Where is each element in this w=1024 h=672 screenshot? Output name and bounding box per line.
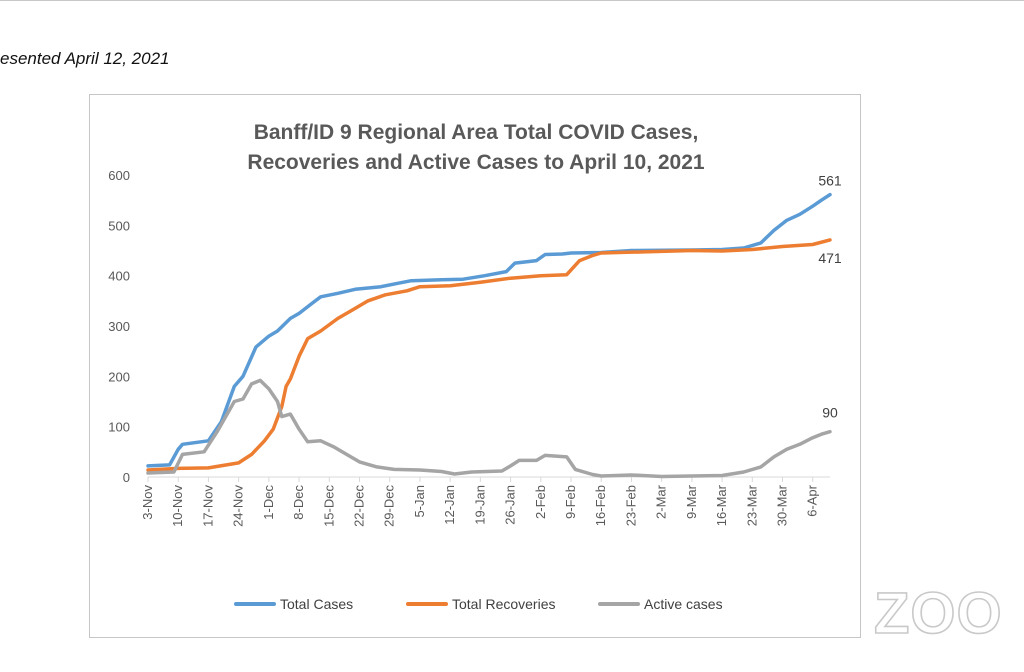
x-tick-label: 8-Dec bbox=[291, 485, 306, 520]
x-tick-label: 6-Apr bbox=[805, 484, 820, 516]
x-tick-label: 5-Jan bbox=[412, 485, 427, 518]
y-tick-label: 600 bbox=[108, 168, 130, 183]
top-divider bbox=[0, 0, 1024, 1]
x-tick-label: 9-Mar bbox=[684, 484, 699, 519]
x-tick-label: 16-Feb bbox=[593, 485, 608, 526]
zoom-logo: ZOO bbox=[874, 585, 1003, 641]
legend-entry: Total Cases bbox=[280, 596, 353, 612]
x-tick-label: 24-Nov bbox=[231, 485, 246, 527]
line-chart: Banff/ID 9 Regional Area Total COVID Cas… bbox=[108, 121, 842, 612]
x-tick-label: 1-Dec bbox=[261, 485, 276, 520]
chart-title-line: Recoveries and Active Cases to April 10,… bbox=[247, 151, 704, 174]
series-line-total-cases bbox=[146, 192, 832, 468]
legend-entry: Total Recoveries bbox=[452, 596, 556, 612]
x-tick-label: 16-Mar bbox=[714, 484, 729, 526]
data-label: 561 bbox=[818, 173, 842, 189]
data-label: 90 bbox=[822, 405, 838, 421]
x-tick-label: 12-Jan bbox=[442, 485, 457, 525]
x-tick-label: 2-Mar bbox=[654, 484, 669, 519]
x-tick-label: 29-Dec bbox=[382, 485, 397, 527]
x-tick-label: 23-Mar bbox=[744, 484, 759, 526]
x-tick-label: 23-Feb bbox=[623, 485, 638, 526]
y-tick-label: 300 bbox=[108, 319, 130, 334]
y-tick-label: 0 bbox=[123, 470, 130, 485]
y-tick-label: 200 bbox=[108, 369, 130, 384]
x-tick-label: 17-Nov bbox=[200, 485, 215, 527]
y-tick-label: 400 bbox=[108, 269, 130, 284]
y-tick-label: 100 bbox=[108, 420, 130, 435]
x-tick-label: 2-Feb bbox=[533, 485, 548, 519]
y-tick-label: 500 bbox=[108, 218, 130, 233]
zoom-watermark-text: ZOO bbox=[874, 585, 1003, 641]
x-tick-label: 15-Dec bbox=[321, 485, 336, 527]
x-tick-label: 19-Jan bbox=[472, 485, 487, 525]
slide-caption: esented April 12, 2021 bbox=[0, 49, 170, 68]
x-tick-label: 3-Nov bbox=[140, 485, 155, 520]
series-line-total-recoveries bbox=[146, 238, 832, 472]
series-line-active-cases bbox=[146, 378, 832, 479]
x-tick-label: 30-Mar bbox=[775, 484, 790, 526]
x-tick-label: 10-Nov bbox=[170, 485, 185, 527]
chart-title-line: Banff/ID 9 Regional Area Total COVID Cas… bbox=[254, 121, 699, 144]
legend-entry: Active cases bbox=[644, 596, 723, 612]
x-tick-label: 26-Jan bbox=[503, 485, 518, 525]
data-label: 471 bbox=[818, 250, 842, 266]
x-tick-label: 9-Feb bbox=[563, 485, 578, 519]
chart-frame: Banff/ID 9 Regional Area Total COVID Cas… bbox=[89, 94, 861, 638]
x-tick-label: 22-Dec bbox=[352, 485, 367, 527]
